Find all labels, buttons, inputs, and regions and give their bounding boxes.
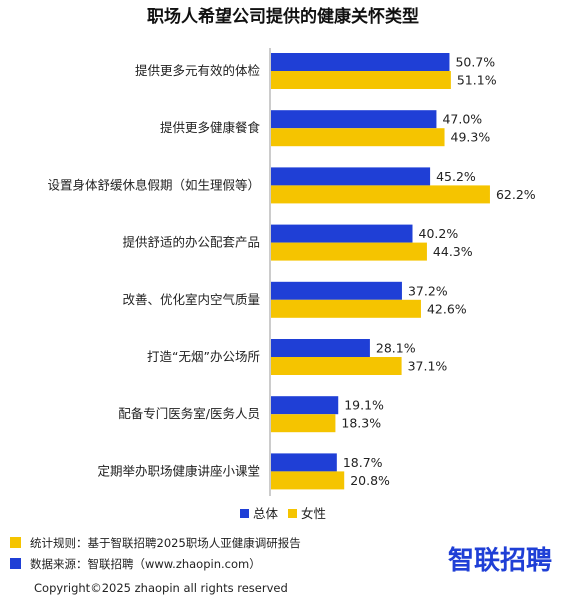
bar-overall (271, 110, 437, 129)
rule-text: 统计规则：基于智联招聘2025职场人亚健康调研报告 (30, 536, 301, 550)
bar-overall (271, 167, 431, 186)
category-label: 提供更多元有效的体检 (135, 63, 261, 78)
bar-overall (271, 453, 337, 472)
category-label: 定期举办职场健康讲座小课堂 (97, 463, 260, 478)
value-label-female: 62.2% (496, 187, 536, 202)
bar-female (271, 299, 421, 318)
value-label-female: 49.3% (451, 130, 491, 145)
brand-logo: 智联招聘 (448, 546, 552, 576)
bar-female (271, 414, 336, 433)
bar-overall (271, 281, 402, 300)
category-label: 打造“无烟”办公场所 (147, 349, 260, 364)
value-label-female: 44.3% (433, 244, 473, 259)
bars (271, 53, 490, 490)
category-label: 提供舒适的办公配套产品 (122, 235, 260, 250)
bar-female (271, 357, 402, 375)
bar-overall (271, 53, 450, 71)
legend-label-overall: 总体 (253, 506, 279, 521)
legend-swatch-overall (240, 509, 249, 518)
category-label: 提供更多健康餐食 (160, 120, 261, 135)
source-text: 数据来源：智联招聘（www.zhaopin.com） (30, 557, 261, 571)
value-label-overall: 19.1% (344, 398, 384, 413)
legend-swatch-female (288, 509, 297, 518)
value-label-overall: 18.7% (343, 455, 383, 470)
chart-title: 职场人希望公司提供的健康关怀类型 (147, 6, 419, 27)
value-labels: 50.7% 51.1% 47.0% 49.3% 45.2% 62.2% 40.2% 44.3%… (341, 55, 535, 488)
bar-female (271, 71, 451, 89)
footer: 统计规则：基于智联招聘2025职场人亚健康调研报告 数据来源：智联招聘（www.… (10, 536, 552, 595)
bar-female (271, 185, 490, 204)
bar-female (271, 471, 345, 490)
bar-female (271, 242, 427, 261)
legend: 总体 女性 (240, 506, 326, 521)
bar-overall (271, 396, 339, 415)
value-label-female: 20.8% (350, 473, 390, 488)
legend-label-female: 女性 (301, 506, 326, 521)
value-label-female: 51.1% (457, 73, 497, 88)
value-label-female: 37.1% (408, 359, 448, 374)
value-label-overall: 50.7% (455, 55, 495, 70)
bar-overall (271, 339, 370, 357)
copyright-text: Copyright©2025 zhaopin all rights reserv… (34, 581, 288, 595)
value-label-overall: 47.0% (442, 112, 482, 127)
value-label-overall: 28.1% (376, 341, 416, 356)
value-label-overall: 45.2% (436, 169, 476, 184)
value-label-overall: 40.2% (419, 226, 459, 241)
rule-marker (10, 537, 21, 548)
source-marker (10, 558, 21, 569)
bar-overall (271, 224, 413, 243)
value-label-female: 42.6% (427, 301, 467, 316)
category-label: 设置身体舒缓休息假期（如生理假等） (47, 177, 260, 192)
category-label: 配备专门医务室/医务人员 (118, 406, 260, 421)
category-label: 改善、优化室内空气质量 (122, 292, 260, 307)
value-label-female: 18.3% (341, 416, 381, 431)
bar-female (271, 128, 445, 147)
value-label-overall: 37.2% (408, 283, 448, 298)
